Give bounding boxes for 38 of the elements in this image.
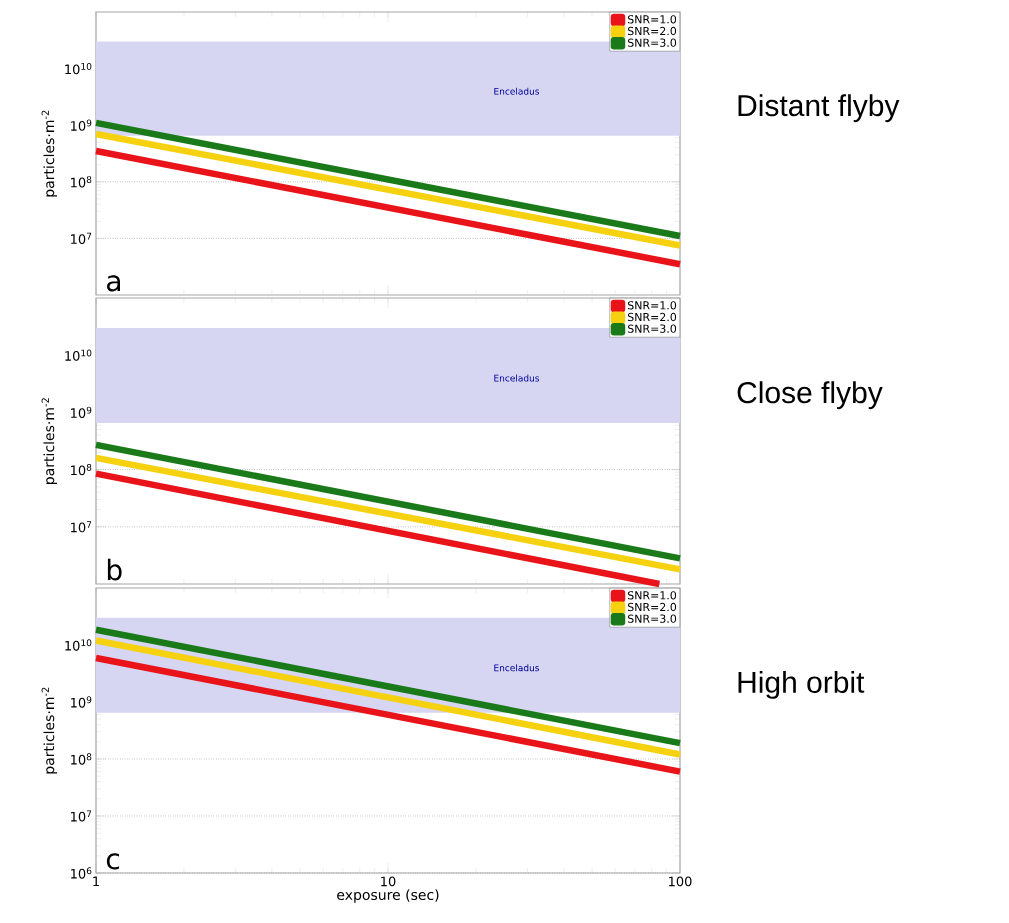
y-axis-title: particles·m$^{-2}$ xyxy=(41,398,57,484)
y-axis-title: particles·m$^{-2}$ xyxy=(41,687,57,774)
x-axis-title: exposure (sec) xyxy=(337,889,439,903)
text: High orbit xyxy=(738,670,865,699)
legend-label: SNR=1.0 xyxy=(627,15,677,24)
legend-label: SNR=1.0 xyxy=(627,301,677,310)
y-tick-label: 10$^{7}$ xyxy=(71,521,92,533)
y-tick-label: 10$^{10}$ xyxy=(65,62,92,75)
legend-label: SNR=3.0 xyxy=(627,324,677,333)
band-label: Enceladus xyxy=(494,374,540,382)
legend-label: SNR=3.0 xyxy=(627,614,677,623)
y-tick-label: 10$^{8}$ xyxy=(71,753,92,765)
annotation: b xyxy=(107,558,122,581)
legend-label: SNR=3.0 xyxy=(627,38,677,47)
y-tick-label: 10$^{10}$ xyxy=(65,349,92,361)
legend-label: SNR=2.0 xyxy=(627,602,677,612)
x-tick-label: 100 xyxy=(669,876,692,887)
y-tick-label: 10$^{9}$ xyxy=(71,406,92,419)
y-tick-label: 10$^{7}$ xyxy=(71,810,92,822)
y-tick-label: 10$^{7}$ xyxy=(71,232,92,244)
x-tick-label: 10 xyxy=(381,876,396,887)
legend-label: SNR=1.0 xyxy=(627,591,677,600)
legend-label: SNR=2.0 xyxy=(627,312,677,322)
y-tick-label: 10$^{10}$ xyxy=(65,639,92,651)
legend-label: SNR=2.0 xyxy=(627,26,677,36)
band-label: Enceladus xyxy=(494,87,540,95)
y-axis-title: particles·m$^{-2}$ xyxy=(41,110,57,197)
y-tick-label: 10$^{6}$ xyxy=(71,867,92,879)
y-tick-label: 10$^{8}$ xyxy=(71,176,92,188)
text: Distant flyby xyxy=(738,94,900,123)
band-label: Enceladus xyxy=(494,664,540,672)
y-tick-label: 10$^{9}$ xyxy=(71,696,92,708)
y-tick-label: 10$^{9}$ xyxy=(71,119,92,131)
text: Close flyby xyxy=(737,381,883,410)
annotation: c xyxy=(106,853,120,870)
x-tick-label: 1 xyxy=(93,876,99,886)
y-tick-label: 10$^{8}$ xyxy=(71,463,92,476)
annotation: a xyxy=(107,275,120,292)
